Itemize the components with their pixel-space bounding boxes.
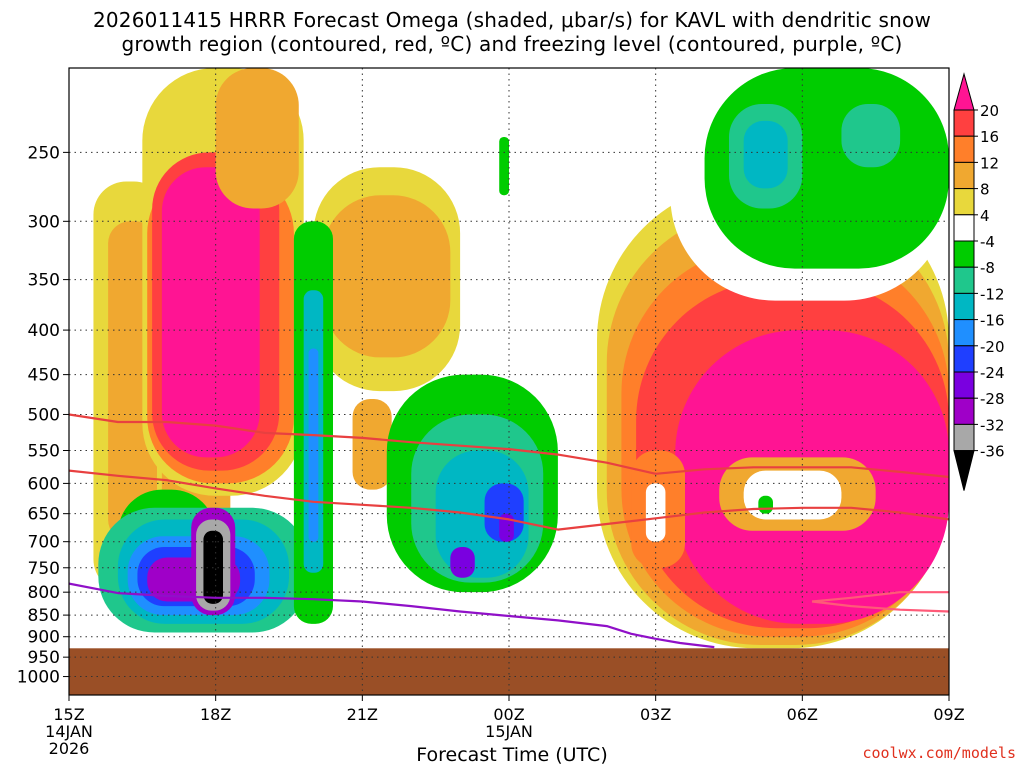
chart-title-line2: growth region (contoured, red, ºC) and f… [121, 32, 903, 56]
colorbar-swatch [953, 135, 975, 163]
freezing-level-contour [69, 582, 715, 649]
terrain-layer [69, 648, 949, 695]
colorbar-swatch [953, 266, 975, 294]
x-tick-date-label: 14JAN [45, 722, 93, 741]
x-tick-label: 15Z [53, 705, 84, 724]
dendritic-lower-boundary-contour [69, 469, 949, 531]
credit-text: coolwx.com/models [862, 744, 1016, 762]
y-tick-label: 250 [28, 143, 60, 163]
colorbar-top-arrow [953, 72, 975, 111]
colorbar-swatch [953, 240, 975, 268]
y-tick-label: 300 [28, 212, 60, 232]
colorbar-bottom-arrow [953, 450, 975, 491]
x-tick-label: 06Z [787, 705, 818, 724]
omega-cell [645, 483, 666, 542]
colorbar-swatch [953, 423, 975, 452]
dendritic-upper-boundary-contour [69, 413, 949, 479]
colorbar-swatch [953, 319, 975, 347]
y-tick-label: 800 [28, 583, 60, 603]
colorbar-label: -36 [980, 443, 1005, 461]
colorbar-label: 8 [980, 181, 990, 199]
dendritic-inner-upper-contour [811, 591, 949, 603]
x-tick-label: 00Z [493, 705, 524, 724]
y-tick-label: 550 [28, 442, 60, 462]
terrain-fill [69, 648, 949, 695]
x-tick-label: 03Z [640, 705, 671, 724]
omega-cell [323, 195, 451, 358]
x-tick-label: 21Z [347, 705, 378, 724]
colorbar-swatch [953, 292, 975, 321]
y-tick-label: 750 [28, 559, 60, 579]
y-tick-label: 900 [28, 628, 60, 648]
omega-cell [308, 348, 319, 542]
colorbar-label: 16 [980, 128, 999, 146]
y-tick-label: 1000 [17, 668, 60, 688]
colorbar-label: -16 [980, 312, 1005, 330]
y-tick-label: 350 [28, 271, 60, 291]
colorbar-swatch [953, 109, 975, 137]
chart-title-line1: 2026011415 HRRR Forecast Omega (shaded, … [92, 8, 932, 32]
colorbar-label: 12 [980, 154, 999, 172]
colorbar-label: -32 [980, 416, 1005, 434]
omega-cell [450, 547, 475, 578]
colorbar-label: 20 [980, 102, 999, 120]
omega-cell [203, 530, 223, 604]
x-tick-date-label: 15JAN [485, 722, 533, 741]
x-tick-label: 18Z [200, 705, 231, 724]
y-tick-label: 950 [28, 648, 60, 668]
y-tick-label: 450 [28, 366, 60, 386]
contours [69, 413, 949, 649]
colorbar-swatch [953, 161, 975, 190]
colorbar-swatch [953, 371, 975, 399]
colorbar-swatch [953, 188, 975, 216]
colorbar-label: -4 [980, 233, 995, 251]
colorbar-swatch [953, 345, 975, 373]
colorbar: 20 16 12 8 4 -4 -8 -12 -16 -20 -24 -28 -32 -36 [953, 72, 1005, 491]
y-tick-label: 850 [28, 606, 60, 626]
colorbar-label: -28 [980, 390, 1005, 408]
colorbar-label: -12 [980, 285, 1005, 303]
omega-cell [215, 68, 299, 209]
omega-cell [758, 495, 773, 514]
colorbar-swatch [953, 397, 975, 425]
colorbar-label: -24 [980, 364, 1005, 382]
omega-cell [161, 167, 260, 458]
y-tick-label: 500 [28, 405, 60, 425]
y-tick-label: 600 [28, 474, 60, 494]
y-tick-label: 700 [28, 533, 60, 553]
omega-cell [352, 399, 392, 490]
x-axis-title: Forecast Time (UTC) [416, 744, 608, 766]
omega-cell [743, 120, 788, 189]
dendritic-inner-lower-contour [811, 600, 949, 613]
omega-cell [743, 470, 842, 520]
colorbar-swatch [953, 214, 975, 242]
y-axis-ticks: 2503003504004505005506006507007508008509… [17, 143, 69, 688]
y-tick-label: 400 [28, 321, 60, 341]
omega-cell [841, 104, 901, 168]
colorbar-label: -20 [980, 338, 1005, 356]
omega-cell [499, 136, 509, 196]
y-tick-label: 650 [28, 505, 60, 525]
x-tick-label: 09Z [933, 705, 964, 724]
x-tick-year-label: 2026 [49, 739, 90, 758]
omega-shading [69, 68, 949, 649]
colorbar-label: -8 [980, 259, 995, 277]
colorbar-label: 4 [980, 207, 990, 225]
